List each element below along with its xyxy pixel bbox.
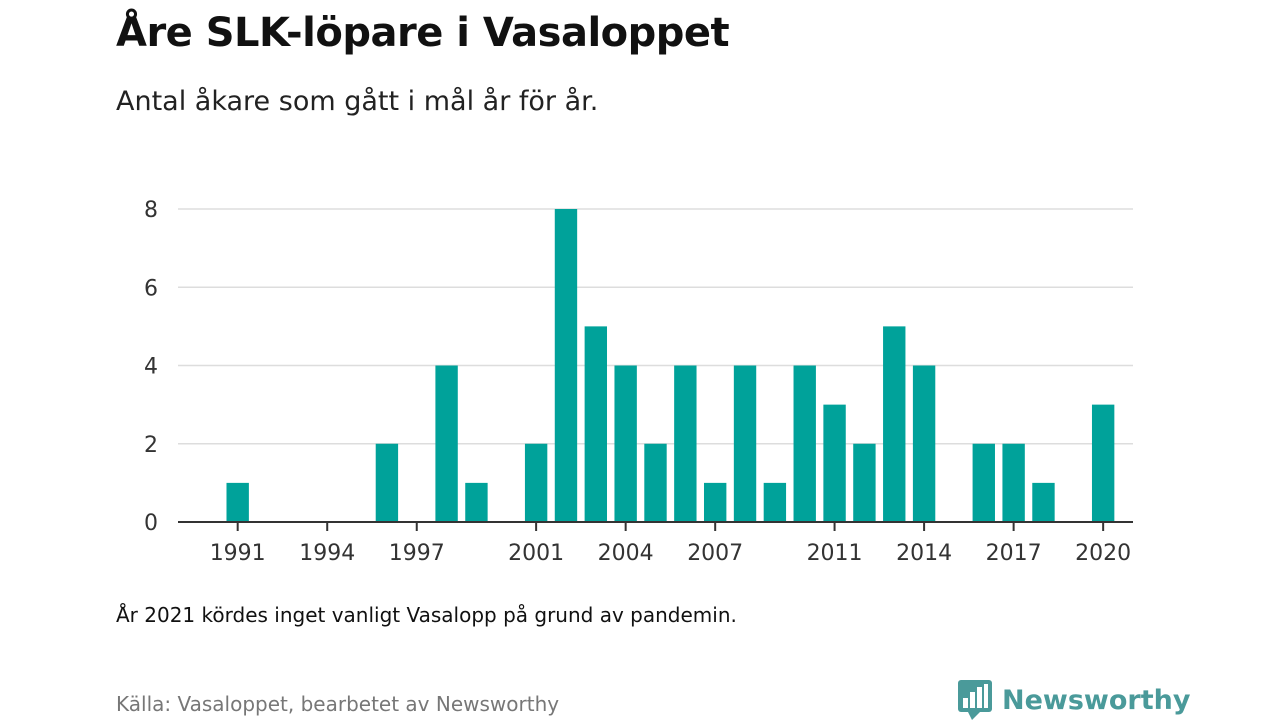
y-tick-label: 4	[144, 355, 158, 380]
x-tick-label: 1997	[389, 541, 445, 566]
bar-1998	[435, 365, 458, 522]
chart-subtitle: Antal åkare som gått i mål år för år.	[116, 86, 599, 117]
bar-1999	[465, 482, 488, 522]
x-tick-label: 2017	[986, 541, 1042, 566]
brand-name: Newsworthy	[1002, 684, 1191, 716]
x-tick-label: 2014	[896, 541, 952, 566]
x-tick-label: 2020	[1075, 541, 1131, 566]
x-tick-label: 2001	[508, 541, 564, 566]
chart-source: Källa: Vasaloppet, bearbetet av Newswort…	[116, 692, 560, 716]
x-tick-label: 2011	[807, 541, 863, 566]
bar-2018	[1032, 482, 1055, 522]
bar-layer	[226, 209, 1115, 522]
x-tick-label: 2007	[687, 541, 743, 566]
x-tick-label: 1991	[210, 541, 266, 566]
y-tick-label: 6	[144, 276, 158, 301]
bar-2020	[1091, 404, 1115, 522]
grid-layer	[178, 208, 1133, 445]
bar-chart-speech-icon	[958, 680, 992, 720]
bar-2009	[763, 482, 787, 522]
bar-2010	[793, 365, 816, 522]
bar-2008	[733, 365, 757, 522]
bar-2001	[524, 443, 548, 522]
bar-2017	[1002, 443, 1025, 522]
label-layer: 0 2 4 6 8 1991 1994 1997 2001 2004 2007 2011 2014 201…	[144, 198, 1131, 566]
bar-1996	[375, 443, 399, 522]
brand-logo: Newsworthy	[958, 680, 1190, 720]
bar-1991	[226, 482, 249, 522]
bar-2006	[674, 365, 697, 522]
y-tick-label: 8	[144, 198, 158, 223]
bar-2014	[912, 365, 936, 522]
y-tick-label: 2	[144, 433, 158, 458]
bar-2002	[554, 209, 578, 522]
x-tick-label: 2004	[598, 541, 654, 566]
x-tick-label: 1994	[299, 541, 355, 566]
bar-2004	[614, 365, 637, 522]
bar-2011	[823, 404, 846, 522]
axis-layer	[178, 521, 1133, 531]
bar-2007	[703, 482, 727, 522]
bar-2013	[883, 326, 906, 522]
bar-2005	[644, 443, 667, 522]
bar-2012	[853, 443, 876, 522]
bar-2016	[972, 443, 995, 522]
bar-2003	[584, 326, 608, 522]
chart-note: År 2021 kördes inget vanligt Vasalopp på…	[116, 603, 737, 627]
chart-title: Åre SLK-löpare i Vasaloppet	[116, 10, 730, 56]
y-tick-label: 0	[144, 511, 158, 536]
bar-chart: 0 2 4 6 8 1991 1994 1997 2001 2004 2007 2011 2014 201…	[144, 198, 1133, 566]
